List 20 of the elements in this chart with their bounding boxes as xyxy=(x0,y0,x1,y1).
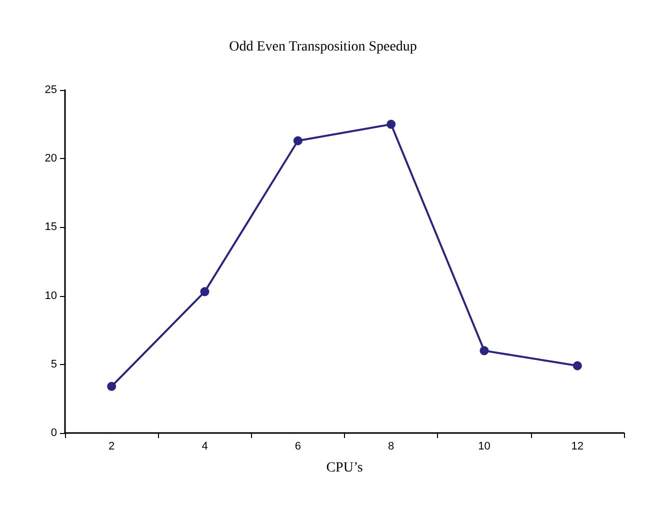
x-tick-label: 4 xyxy=(202,440,208,452)
y-tick-label: 25 xyxy=(44,84,57,96)
point xyxy=(200,287,210,296)
chart-title: Odd Even Transposition Speedup xyxy=(229,40,417,54)
x-axis-title: CPU’s xyxy=(326,460,363,476)
point xyxy=(386,120,396,129)
x-tick-label: 12 xyxy=(571,440,584,452)
x-tick-label: 8 xyxy=(388,440,394,452)
x-tick-label: 6 xyxy=(294,440,301,452)
point xyxy=(480,346,489,356)
y-tick-label: 15 xyxy=(44,221,57,234)
point xyxy=(572,361,582,370)
y-tick-label: 20 xyxy=(44,152,57,165)
y-tick-label: 10 xyxy=(44,290,57,302)
y-tick-label: 0 xyxy=(50,427,57,439)
y-tick-label: 5 xyxy=(50,358,57,370)
x-tick-label: 10 xyxy=(478,440,490,452)
point xyxy=(293,136,302,146)
point xyxy=(107,382,116,391)
x-tick-label: 2 xyxy=(108,440,115,452)
